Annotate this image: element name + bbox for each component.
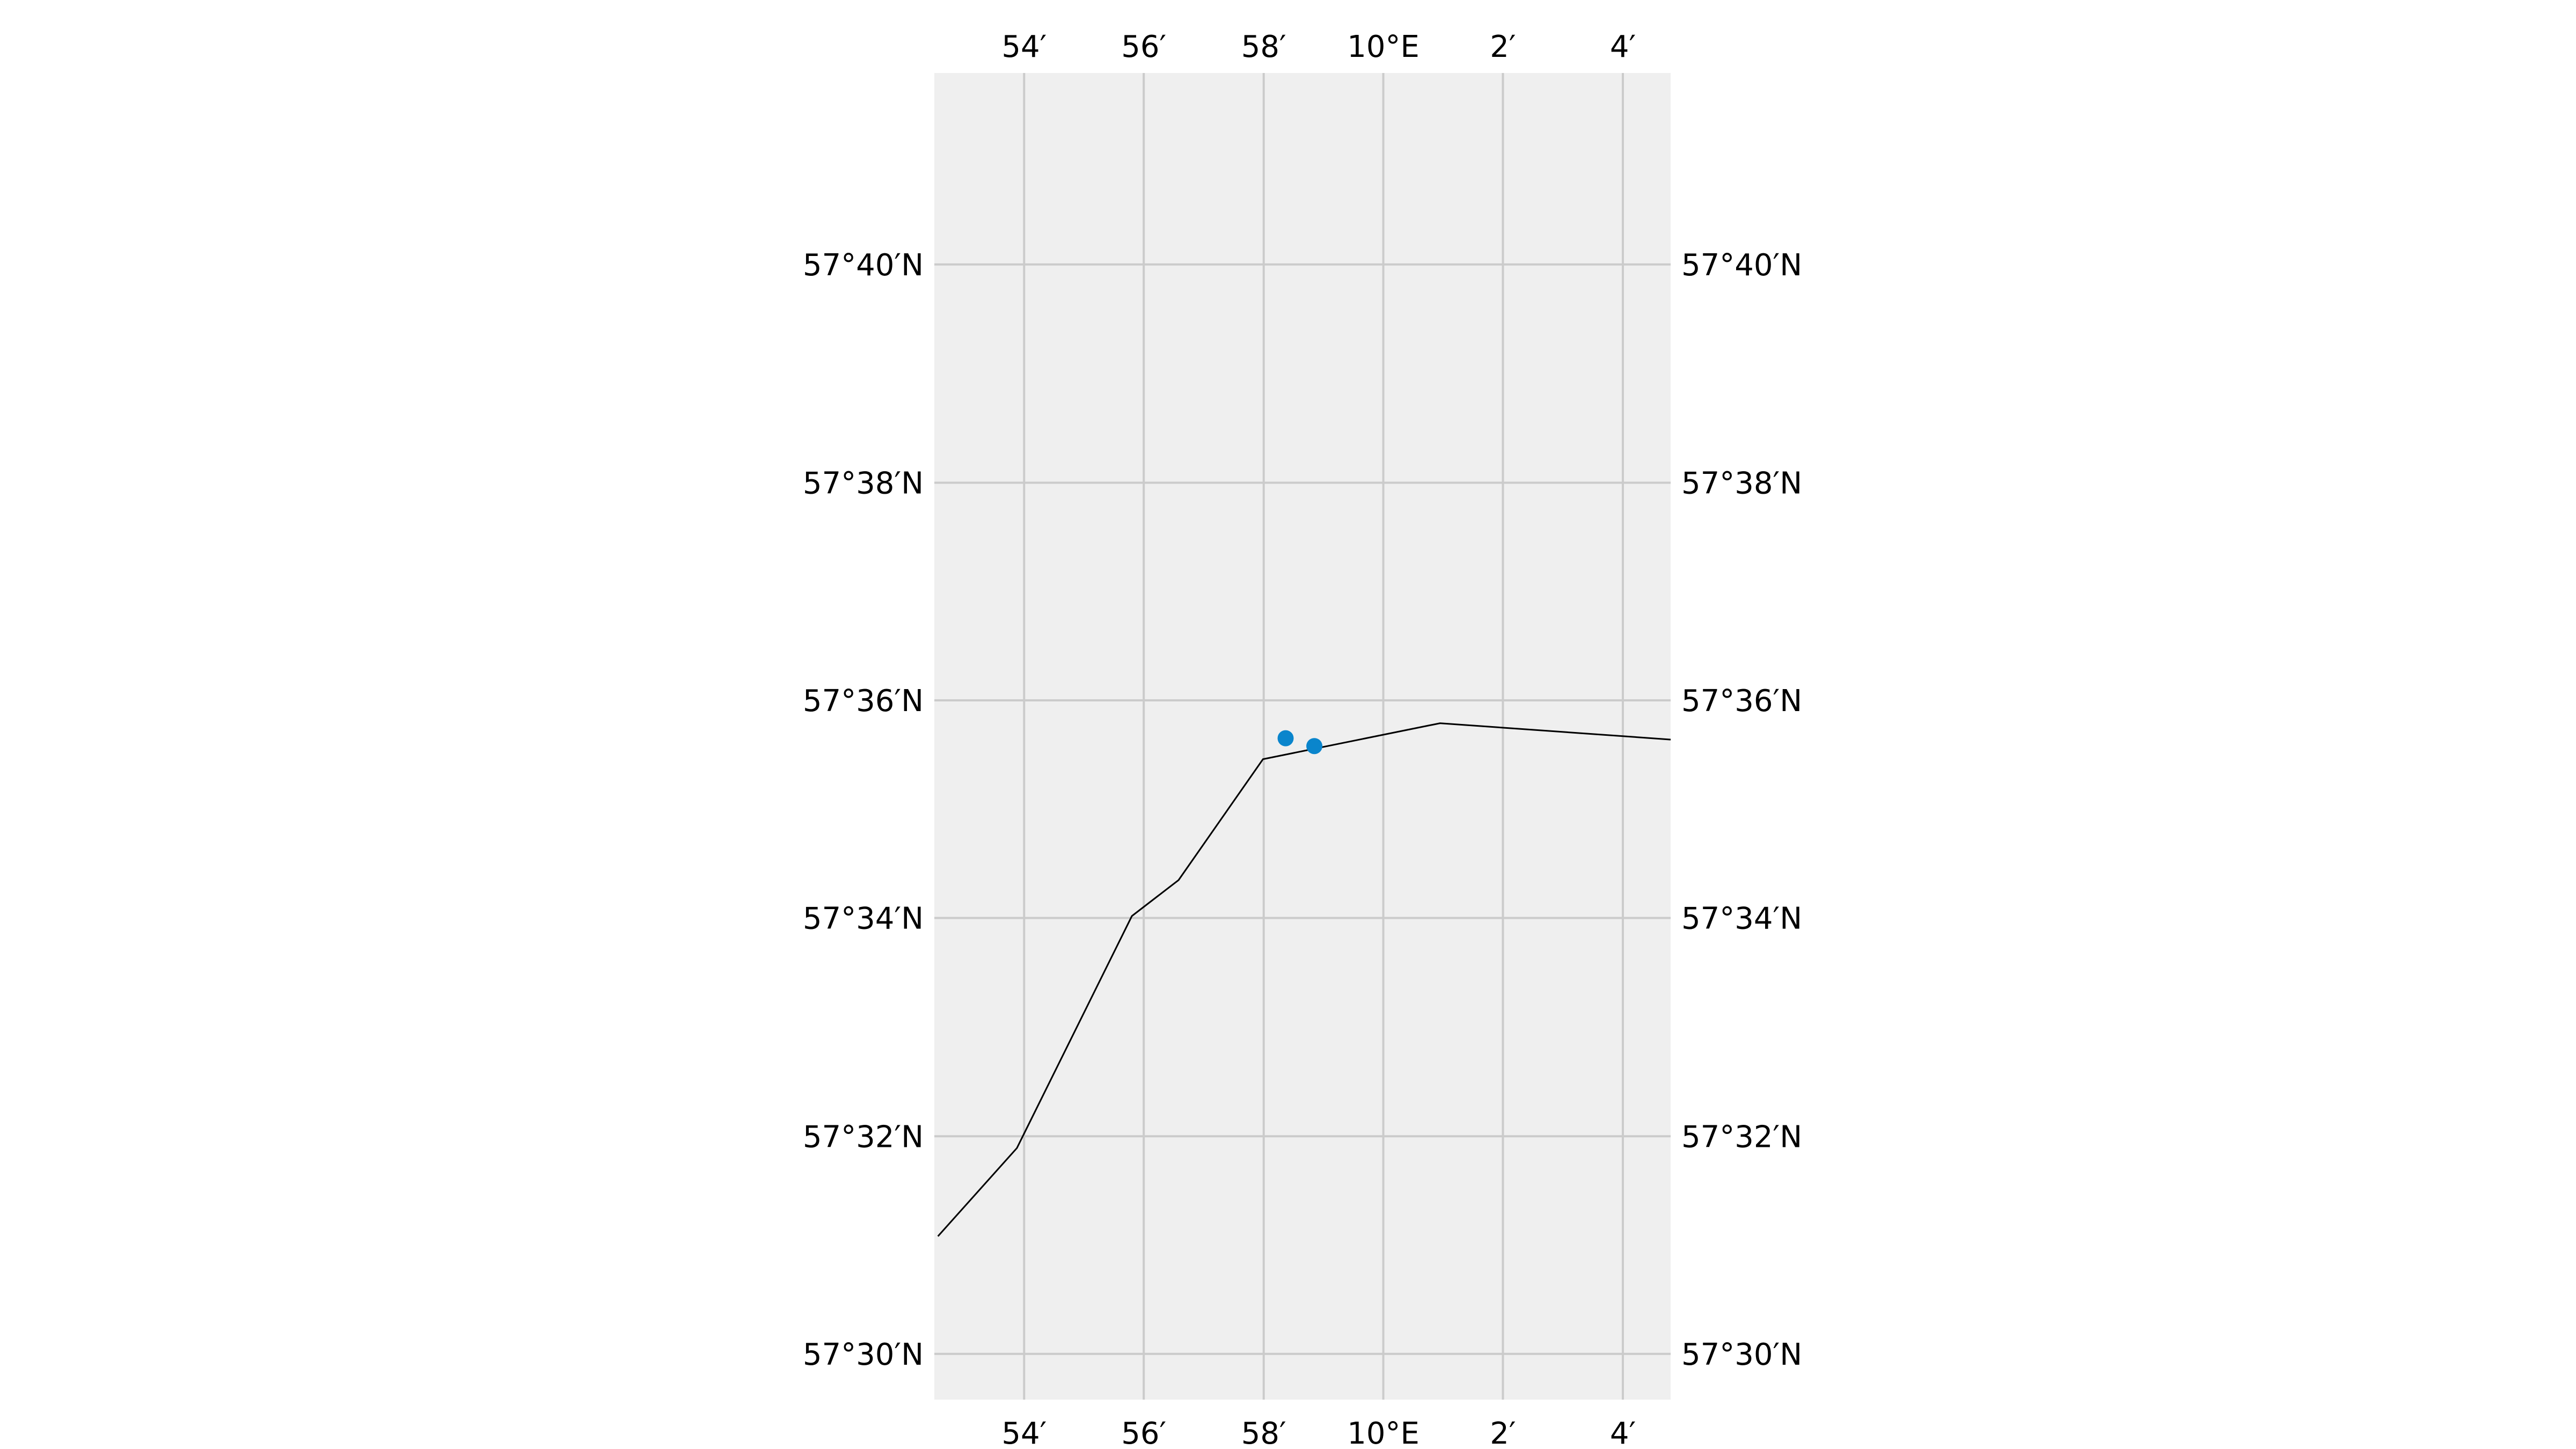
- data-points: [1277, 730, 1323, 755]
- latitude-label-left: 57°30′N: [803, 1337, 924, 1372]
- longitude-label-bottom: 2′: [1490, 1416, 1516, 1449]
- longitude-label-top: 56′: [1121, 30, 1166, 64]
- latitude-label-right: 57°40′N: [1681, 248, 1802, 283]
- longitude-label-top: 54′: [1001, 30, 1046, 64]
- latitude-label-left: 57°40′N: [803, 248, 924, 283]
- longitude-label-bottom: 10°E: [1347, 1416, 1419, 1449]
- latitude-label-left: 57°34′N: [803, 902, 924, 936]
- map-background: [934, 73, 1671, 1400]
- coastline: [937, 722, 1671, 1237]
- longitude-label-bottom: 4′: [1610, 1416, 1636, 1449]
- data-point-marker: [1277, 730, 1294, 747]
- longitude-label-bottom: 58′: [1241, 1416, 1286, 1449]
- longitude-label-bottom: 56′: [1121, 1416, 1166, 1449]
- latitude-label-right: 57°32′N: [1681, 1119, 1802, 1154]
- longitude-label-top: 10°E: [1347, 30, 1419, 64]
- tick-labels: 54′ 54′ 56′ 56′ 58′ 58′ 10°E 10°E 2′ 2′ 4′ 4′ 57°30′…: [803, 30, 1802, 1449]
- longitude-label-bottom: 54′: [1001, 1416, 1046, 1449]
- longitude-label-top: 4′: [1610, 30, 1636, 64]
- latitude-label-left: 57°36′N: [803, 684, 924, 719]
- latitude-label-right: 57°34′N: [1681, 902, 1802, 936]
- longitude-label-top: 58′: [1241, 30, 1286, 64]
- latitude-label-right: 57°38′N: [1681, 466, 1802, 501]
- latitude-label-left: 57°38′N: [803, 466, 924, 501]
- data-point-marker: [1306, 738, 1323, 755]
- latitude-label-left: 57°32′N: [803, 1119, 924, 1154]
- latitude-label-right: 57°36′N: [1681, 684, 1802, 719]
- latitude-label-right: 57°30′N: [1681, 1337, 1802, 1372]
- longitude-label-top: 2′: [1490, 30, 1516, 64]
